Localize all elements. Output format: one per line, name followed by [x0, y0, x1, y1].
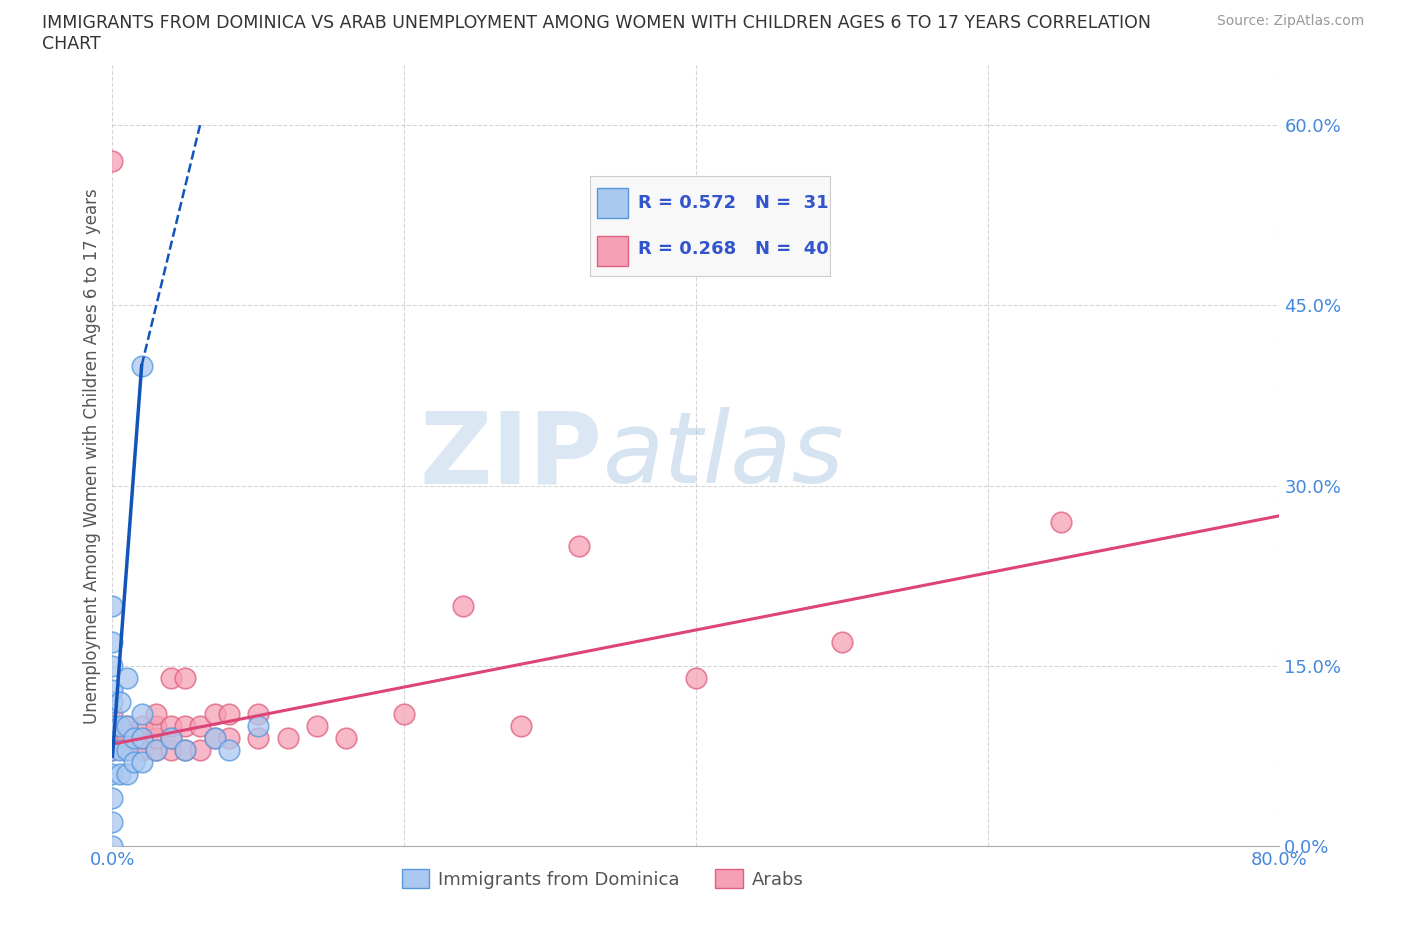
Point: [247, 707, 270, 722]
Point: [204, 731, 226, 746]
Point: [160, 731, 183, 746]
Point: [101, 743, 124, 758]
Point: [108, 695, 131, 710]
Point: [160, 671, 183, 685]
Point: [101, 731, 124, 746]
Text: R = 0.572   N =  31: R = 0.572 N = 31: [638, 194, 828, 212]
Point: [101, 658, 124, 673]
Point: [115, 671, 138, 685]
Text: atlas: atlas: [603, 407, 844, 504]
FancyBboxPatch shape: [598, 236, 628, 266]
Text: ZIP: ZIP: [420, 407, 603, 504]
Text: CHART: CHART: [42, 35, 101, 53]
Legend: Immigrants from Dominica, Arabs: Immigrants from Dominica, Arabs: [395, 862, 811, 896]
Point: [394, 707, 416, 722]
Point: [188, 719, 211, 734]
Point: [131, 755, 153, 770]
Point: [174, 671, 197, 685]
Point: [145, 743, 167, 758]
Point: [101, 599, 124, 614]
Point: [145, 707, 167, 722]
Point: [145, 743, 167, 758]
Point: [101, 815, 124, 830]
Point: [160, 731, 183, 746]
Point: [124, 755, 146, 770]
Point: [101, 766, 124, 781]
Text: IMMIGRANTS FROM DOMINICA VS ARAB UNEMPLOYMENT AMONG WOMEN WITH CHILDREN AGES 6 T: IMMIGRANTS FROM DOMINICA VS ARAB UNEMPLO…: [42, 14, 1152, 32]
Point: [131, 719, 153, 734]
Point: [101, 707, 124, 722]
Point: [101, 719, 124, 734]
Point: [145, 731, 167, 746]
Point: [188, 743, 211, 758]
Point: [568, 538, 591, 553]
Point: [124, 731, 146, 746]
Point: [218, 743, 240, 758]
Point: [276, 731, 298, 746]
Point: [131, 731, 153, 746]
Text: Source: ZipAtlas.com: Source: ZipAtlas.com: [1216, 14, 1364, 28]
Point: [174, 743, 197, 758]
Point: [451, 599, 474, 614]
Point: [204, 731, 226, 746]
Point: [831, 634, 853, 649]
Point: [115, 766, 138, 781]
Point: [101, 695, 124, 710]
Point: [115, 719, 138, 734]
Point: [174, 719, 197, 734]
Point: [174, 743, 197, 758]
Point: [204, 707, 226, 722]
Point: [247, 731, 270, 746]
Point: [1049, 514, 1071, 529]
Point: [218, 707, 240, 722]
Point: [145, 719, 167, 734]
Point: [115, 743, 138, 758]
Point: [160, 719, 183, 734]
Point: [108, 743, 131, 758]
Point: [108, 766, 131, 781]
Point: [247, 719, 270, 734]
Point: [101, 743, 124, 758]
Point: [101, 153, 124, 168]
Point: [131, 743, 153, 758]
Point: [101, 719, 124, 734]
Text: R = 0.268   N =  40: R = 0.268 N = 40: [638, 240, 828, 259]
Point: [115, 743, 138, 758]
Point: [218, 731, 240, 746]
Point: [131, 358, 153, 373]
Point: [101, 634, 124, 649]
Point: [335, 731, 357, 746]
Point: [108, 719, 131, 734]
Point: [685, 671, 707, 685]
Point: [131, 731, 153, 746]
Point: [101, 790, 124, 805]
Point: [305, 719, 328, 734]
Point: [115, 719, 138, 734]
Point: [131, 707, 153, 722]
Point: [509, 719, 531, 734]
Point: [160, 743, 183, 758]
FancyBboxPatch shape: [598, 188, 628, 219]
Y-axis label: Unemployment Among Women with Children Ages 6 to 17 years: Unemployment Among Women with Children A…: [83, 188, 101, 724]
Point: [101, 839, 124, 854]
Point: [115, 731, 138, 746]
Point: [101, 683, 124, 698]
